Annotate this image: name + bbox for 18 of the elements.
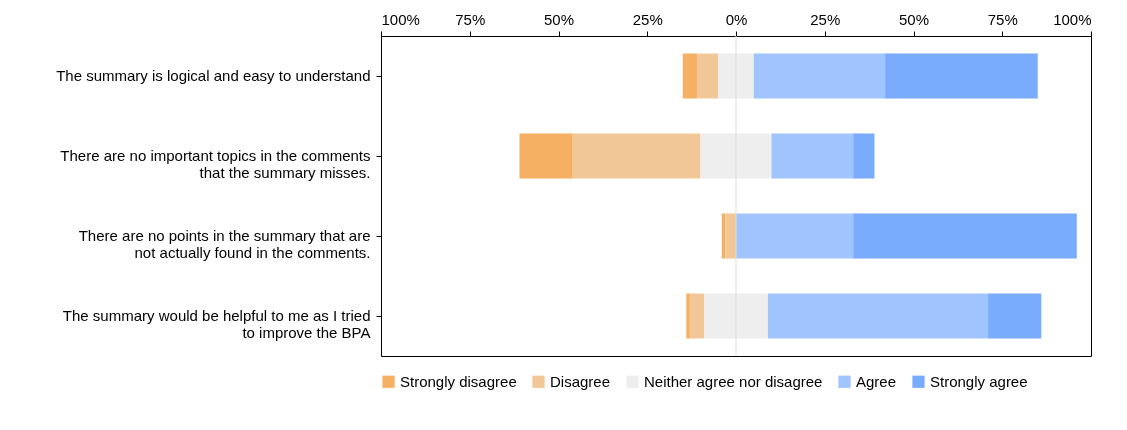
- x-tick-label: 25%: [810, 10, 841, 28]
- y-tick-label: The summary is logical and easy to understand: [56, 67, 371, 84]
- x-tick-label: 50%: [543, 10, 575, 28]
- x-tick-label: 25%: [632, 10, 663, 28]
- y-tick-label: There are no points in the summary that are not actually found in the comments.: [78, 227, 371, 261]
- x-tick-label: 75%: [455, 10, 486, 28]
- legend-label: Strongly disagree: [400, 372, 517, 390]
- x-tick-label: 75%: [987, 10, 1018, 28]
- x-tick-label: 50%: [898, 10, 930, 28]
- x-tick-label: 100%: [381, 10, 420, 28]
- legend-label: Neither agree nor disagree: [644, 372, 823, 390]
- x-tick-label: 100%: [1053, 10, 1092, 28]
- legend-label: Strongly agree: [930, 372, 1028, 390]
- legend-label: Agree: [856, 372, 897, 390]
- y-tick-label: The summary would be helpful to me as I tried to improve the BPA: [62, 307, 371, 341]
- x-tick-label: 0%: [725, 10, 748, 28]
- legend-label: Disagree: [550, 372, 611, 390]
- y-tick-label: There are no important topics in the comments that the summary misses.: [60, 147, 371, 181]
